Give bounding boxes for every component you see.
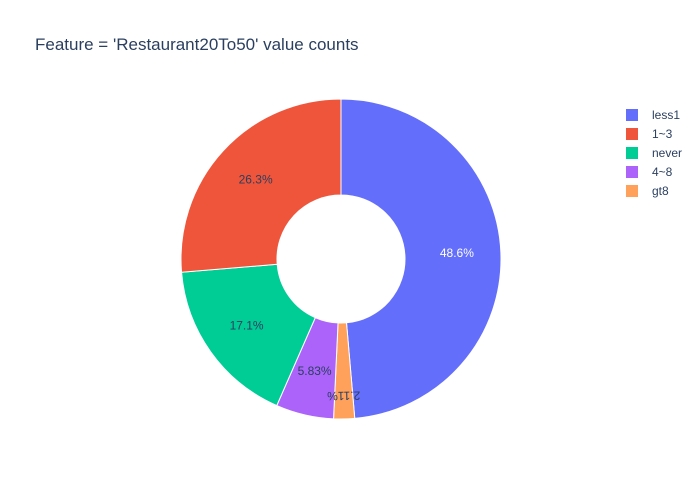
slice-label-less1: 48.6% [440, 246, 474, 260]
legend-swatch-1-3 [626, 128, 638, 140]
legend-label-1-3: 1~3 [652, 127, 673, 141]
legend: less1 1~3 never 4~8 gt8 [626, 108, 682, 198]
legend-item-less1[interactable]: less1 [626, 108, 680, 122]
legend-label-less1: less1 [652, 108, 680, 122]
legend-item-never[interactable]: never [626, 146, 682, 160]
slice-label-4-8: 5.83% [298, 364, 332, 378]
legend-item-1-3[interactable]: 1~3 [626, 127, 673, 141]
legend-swatch-4-8 [626, 166, 638, 178]
slice-label-gt8: 2.11% [327, 388, 361, 403]
slice-less1[interactable] [340, 98, 502, 419]
legend-swatch-less1 [626, 109, 638, 121]
legend-label-never: never [652, 146, 682, 160]
slice-label-1-3: 26.3% [239, 173, 273, 187]
donut-slices [180, 98, 502, 420]
slice-labels: 48.6% 2.11% 5.83% 17.1% 26.3% [230, 173, 475, 404]
slice-label-never: 17.1% [230, 319, 264, 333]
legend-swatch-never [626, 147, 638, 159]
legend-item-gt8[interactable]: gt8 [626, 184, 669, 198]
legend-label-gt8: gt8 [652, 184, 669, 198]
legend-swatch-gt8 [626, 185, 638, 197]
legend-item-4-8[interactable]: 4~8 [626, 165, 673, 179]
legend-label-4-8: 4~8 [652, 165, 673, 179]
slice-1-3[interactable] [180, 98, 342, 273]
slice-never[interactable] [181, 263, 316, 407]
chart-title: Feature = 'Restaurant20To50' value count… [35, 35, 359, 54]
